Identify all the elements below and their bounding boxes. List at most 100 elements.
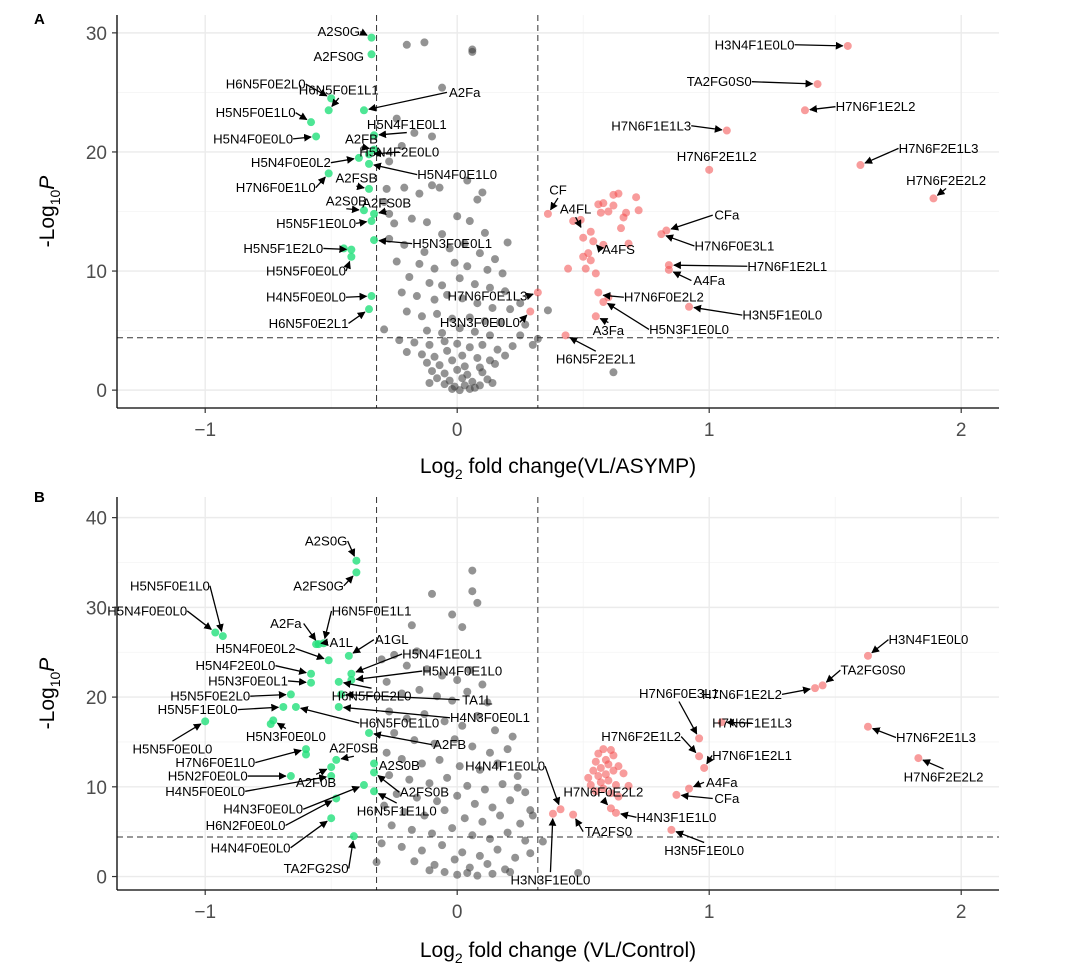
data-point-nonsignificant xyxy=(435,755,444,764)
data-point-nonsignificant xyxy=(468,566,477,575)
data-point-nonsignificant xyxy=(455,762,464,771)
point-label: A2FB xyxy=(433,737,466,752)
label-arrow xyxy=(368,91,448,112)
point-label: A2Fa xyxy=(449,85,481,100)
data-point-up xyxy=(856,161,865,170)
data-point-nonsignificant xyxy=(465,666,474,675)
point-label: H7N6F2E2L2 xyxy=(904,769,984,784)
data-point-up xyxy=(818,681,827,690)
point-label: H5N4F1E0L1 xyxy=(367,117,447,132)
label-arrow xyxy=(548,817,557,873)
data-point-up xyxy=(599,784,608,793)
data-point-nonsignificant xyxy=(428,132,436,141)
data-point-nonsignificant xyxy=(478,340,487,349)
data-point-nonsignificant xyxy=(498,780,507,789)
data-point-up xyxy=(591,787,600,796)
data-point-nonsignificant xyxy=(382,748,391,757)
label-arrow xyxy=(320,638,329,647)
data-point-nonsignificant xyxy=(485,331,494,340)
y-axis-title: -Log10P xyxy=(36,658,63,730)
data-point-up xyxy=(664,265,673,274)
data-point-up xyxy=(581,264,590,273)
point-label: H7N6F0E2L2 xyxy=(624,290,704,305)
label-arrow xyxy=(377,775,400,793)
data-point-nonsignificant xyxy=(420,710,429,719)
point-label: H6N5F0E2L0 xyxy=(226,77,306,92)
data-point-up xyxy=(594,772,603,781)
data-point-up xyxy=(722,126,731,135)
data-point-nonsignificant xyxy=(503,828,512,837)
data-point-up xyxy=(591,757,600,766)
data-point-nonsignificant xyxy=(485,834,494,843)
data-point-down xyxy=(211,628,220,637)
data-point-nonsignificant xyxy=(410,857,419,866)
label-arrow xyxy=(315,768,328,776)
data-point-up xyxy=(611,781,620,790)
data-point-down xyxy=(286,772,295,781)
point-label: H4N3F1E1L0 xyxy=(636,810,716,825)
label-arrow xyxy=(864,147,899,164)
point-label: H5N4F0E1L0 xyxy=(417,167,497,182)
data-point-nonsignificant xyxy=(430,264,439,273)
data-point-nonsignificant xyxy=(428,181,436,190)
point-label: H5N4F2E0L0 xyxy=(195,658,275,673)
label-arrow xyxy=(295,648,325,660)
data-point-up xyxy=(548,809,557,818)
data-point-nonsignificant xyxy=(463,781,472,790)
label-arrow xyxy=(255,748,302,764)
x-tick-label: 1 xyxy=(704,902,715,923)
label-arrow xyxy=(675,830,705,844)
data-point-nonsignificant xyxy=(438,230,447,239)
y-tick-label: 10 xyxy=(86,262,107,283)
point-label: H7N6F1E1L3 xyxy=(611,118,691,133)
data-point-up xyxy=(584,249,593,258)
data-point-nonsignificant xyxy=(397,142,406,150)
label-arrow xyxy=(599,796,609,806)
data-point-up xyxy=(614,189,623,198)
data-point-nonsignificant xyxy=(422,326,431,335)
data-point-nonsignificant xyxy=(488,303,497,312)
data-point-nonsignificant xyxy=(453,870,462,879)
point-label: H7N6F1E2L1 xyxy=(712,748,792,763)
point-label: H5N3F0E0L1 xyxy=(208,673,288,688)
data-point-nonsignificant xyxy=(412,292,421,301)
data-point-nonsignificant xyxy=(491,359,499,368)
data-point-nonsignificant xyxy=(402,714,411,723)
data-point-nonsignificant xyxy=(455,274,464,283)
label-arrow xyxy=(544,765,561,806)
data-point-nonsignificant xyxy=(493,345,502,354)
point-label: H7N6F1E2L2 xyxy=(836,99,916,114)
data-point-nonsignificant xyxy=(430,739,439,748)
label-arrow xyxy=(342,704,451,719)
data-point-up xyxy=(700,763,709,772)
data-point-up xyxy=(564,264,573,273)
point-label: TA2FG0S0 xyxy=(841,663,906,678)
data-point-up xyxy=(579,233,588,242)
label-arrow xyxy=(673,261,748,270)
label-arrow xyxy=(378,237,413,246)
data-point-down xyxy=(327,814,336,823)
data-point-nonsignificant xyxy=(407,621,416,630)
data-point-nonsignificant xyxy=(410,338,419,347)
data-point-nonsignificant xyxy=(417,312,426,321)
data-point-nonsignificant xyxy=(440,806,449,815)
data-point-nonsignificant xyxy=(491,255,499,264)
label-arrow xyxy=(794,41,844,50)
point-label: H7N6F0E1L0 xyxy=(175,755,255,770)
label-arrow xyxy=(693,304,743,316)
data-point-up xyxy=(526,307,535,316)
label-arrow xyxy=(343,575,354,587)
label-arrow xyxy=(355,670,423,683)
data-point-down xyxy=(367,217,376,226)
data-point-nonsignificant xyxy=(435,183,444,192)
data-point-nonsignificant xyxy=(483,265,492,274)
data-point-nonsignificant xyxy=(480,785,489,794)
data-point-nonsignificant xyxy=(407,214,416,223)
data-point-up xyxy=(717,718,726,727)
data-point-down xyxy=(324,106,333,115)
label-arrow xyxy=(606,302,650,330)
label-arrow xyxy=(172,723,202,742)
data-point-down xyxy=(359,106,368,115)
data-point-nonsignificant xyxy=(455,324,464,333)
point-label: H7N6F0E3L1 xyxy=(694,239,774,254)
